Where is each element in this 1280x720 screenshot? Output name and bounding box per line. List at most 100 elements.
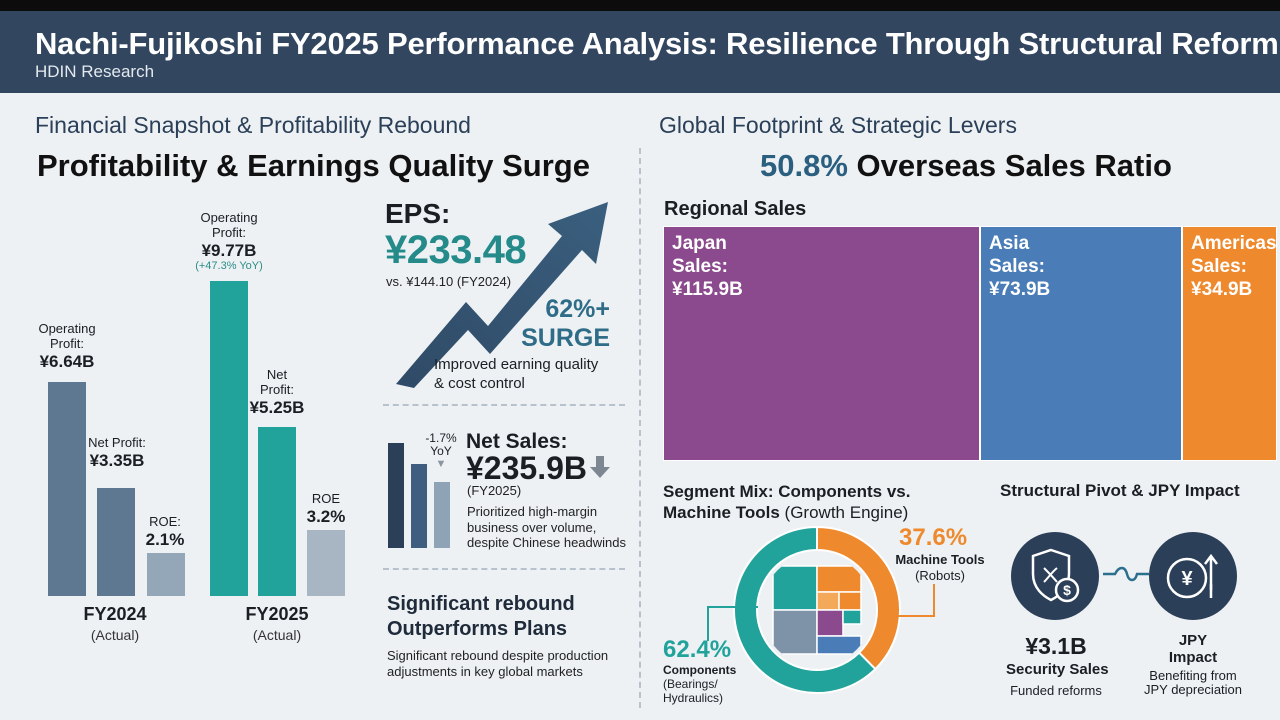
- net-sales-note-line1: Prioritized high-margin: [467, 504, 598, 519]
- rebound-title-line1: Significant rebound: [387, 593, 575, 615]
- net-sales-note: Prioritized high-margin business over vo…: [467, 504, 626, 551]
- fy2025-roe-label-text: ROE: [311, 491, 341, 506]
- down-triangle-icon: ▼: [435, 458, 447, 471]
- rebound-note-line2: adjustments in key global markets: [387, 663, 583, 679]
- donut-mosaic-tile: [816, 565, 862, 593]
- segment-title: Segment Mix: Components vs. Machine Tool…: [663, 481, 943, 524]
- rebound-title: Significant rebound Outperforms Plans: [387, 592, 575, 642]
- donut-slice-components: [733, 525, 877, 694]
- header-top-strip: [0, 0, 1280, 11]
- donut-mosaic-tile: [842, 609, 862, 625]
- fy2024-op-value: ¥6.64B: [39, 351, 95, 371]
- x-tick-fy2025-note: (Actual): [252, 627, 302, 643]
- components-label-line3: Hydraulics): [663, 691, 724, 706]
- fy2025-roe-label: ROE 3.2%: [296, 491, 356, 526]
- down-arrow-icon: [590, 456, 610, 478]
- fy2024-roe-bar: [147, 552, 185, 596]
- fy2024-np-label: Net Profit: ¥3.35B: [78, 435, 156, 470]
- security-label: Security Sales: [1006, 661, 1109, 679]
- security-circle: $: [1011, 532, 1099, 620]
- center-divider: [639, 148, 641, 708]
- net-sales-mini-bar: [411, 464, 427, 548]
- treemap-label-line: Americas: [1191, 233, 1277, 254]
- donut-mosaic-tile: [816, 609, 844, 637]
- machine-tools-label: Machine Tools (Robots): [870, 552, 1010, 583]
- donut-mosaic-tile: [838, 591, 862, 611]
- security-value: ¥3.1B: [1025, 633, 1087, 659]
- jpy-block: JPY Impact Benefiting from JPY depreciat…: [1133, 632, 1253, 698]
- page-title: Nachi-Fujikoshi FY2025 Performance Analy…: [35, 26, 1279, 61]
- eps-note-line1: Improved earning quality: [434, 356, 599, 373]
- treemap-label-line: ¥73.9B: [989, 278, 1051, 300]
- fy2024-op-label-line1: Operating: [38, 321, 96, 336]
- treemap-americas: Americas Sales: ¥34.9B: [1182, 226, 1277, 461]
- fy2025-np-label-line1: Net: [266, 367, 288, 382]
- eps-note-line2: & cost control: [434, 374, 525, 392]
- jpy-note-line2: JPY depreciation: [1143, 682, 1243, 698]
- fy2024-roe-label: ROE: 2.1%: [135, 514, 195, 549]
- components-pct: 62.4%: [663, 636, 732, 663]
- fy2025-op-label-line1: Operating: [200, 210, 258, 225]
- eps-compare: vs. ¥144.10 (FY2024): [386, 274, 512, 289]
- treemap-label-line: ¥34.9B: [1191, 278, 1253, 300]
- jpy-title-line2: Impact: [1168, 649, 1218, 667]
- donut-inner-mosaic: [772, 565, 862, 655]
- fy2025-np-value: ¥5.25B: [249, 397, 305, 417]
- net-sales-mini-bar: [388, 443, 404, 548]
- overseas-ratio-text: Overseas Sales Ratio: [856, 148, 1172, 183]
- eps-value: ¥233.48: [385, 228, 527, 272]
- machine-tools-pct: 37.6%: [899, 524, 968, 551]
- components-label-line2: (Bearings/: [663, 677, 718, 692]
- right-headline: 50.8% Overseas Sales Ratio: [760, 148, 1172, 184]
- fy2024-np-value: ¥3.35B: [89, 450, 145, 470]
- treemap-label-japan: Japan Sales: ¥115.9B: [672, 233, 743, 301]
- x-tick-fy2025: FY2025 (Actual): [222, 604, 332, 643]
- fy2024-np-bar: [97, 488, 135, 596]
- treemap-asia: Asia Sales: ¥73.9B: [980, 226, 1182, 461]
- trend-arrow-icon: [396, 202, 608, 388]
- fy2025-np-label: Net Profit: ¥5.25B: [242, 367, 312, 417]
- security-note: Funded reforms: [1010, 682, 1102, 698]
- svg-text:$: $: [1063, 582, 1071, 598]
- eps-title: EPS:: [385, 198, 451, 229]
- fy2025-op-bar: [210, 281, 248, 596]
- right-section-title: Global Footprint & Strategic Levers: [659, 112, 1017, 138]
- donut-mosaic-tile: [772, 609, 818, 655]
- fy2025-op-label: Operating Profit: ¥9.77B (+47.3% YoY): [183, 210, 275, 273]
- fy2024-np-label-line1: Net Profit:: [88, 435, 146, 450]
- segment-title-rest: (Growth Engine): [784, 503, 909, 523]
- x-tick-fy2024: FY2024 (Actual): [60, 604, 170, 643]
- machine-tools-label-line1: Machine Tools: [895, 552, 985, 567]
- pivot-title: Structural Pivot & JPY Impact: [1000, 481, 1240, 500]
- fy2024-roe-label-text: ROE:: [149, 514, 181, 529]
- fy2025-op-label-line2: Profit:: [212, 224, 246, 240]
- regional-sales-title: Regional Sales: [664, 198, 807, 220]
- treemap-label-line: Sales:: [672, 255, 728, 277]
- jpy-title-line1: JPY: [1178, 632, 1208, 649]
- treemap-label-line: Sales:: [1191, 255, 1247, 277]
- net-sales-mini-bar: [434, 481, 450, 548]
- eps-divider: [383, 404, 625, 406]
- segment-donut-chart: [733, 525, 901, 694]
- fy2025-op-value: ¥9.77B: [201, 240, 257, 260]
- x-tick-fy2024-note: (Actual): [90, 627, 140, 643]
- x-tick-fy2024-label: FY2024: [83, 604, 147, 624]
- treemap-label-americas: Americas Sales: ¥34.9B: [1191, 233, 1277, 301]
- components-leader: [707, 606, 758, 641]
- security-block: ¥3.1B Security Sales Funded reforms: [1006, 633, 1109, 698]
- fy2024-roe-value: 2.1%: [145, 529, 185, 549]
- fy2025-op-yoy: (+47.3% YoY): [195, 260, 263, 273]
- rebound-title-line2: Outperforms Plans: [387, 618, 568, 640]
- treemap-label-line: Asia: [989, 233, 1030, 254]
- segment-title-bold: Segment Mix: Components vs. Machine Tool…: [663, 482, 911, 523]
- fy2024-op-bar: [48, 382, 86, 596]
- net-sales-note-line2: business over volume,: [467, 519, 597, 535]
- overseas-ratio-value: 50.8%: [760, 148, 848, 183]
- net-sales-change-unit: YoY: [430, 444, 452, 459]
- fy2024-op-label: Operating Profit: ¥6.64B: [22, 321, 112, 371]
- treemap-japan: Japan Sales: ¥115.9B: [663, 226, 980, 461]
- svg-text:¥: ¥: [1181, 568, 1193, 590]
- header-banner: Nachi-Fujikoshi FY2025 Performance Analy…: [0, 0, 1280, 93]
- eps-surge-pct: 62%+: [545, 295, 610, 323]
- treemap-label-line: ¥115.9B: [672, 278, 743, 300]
